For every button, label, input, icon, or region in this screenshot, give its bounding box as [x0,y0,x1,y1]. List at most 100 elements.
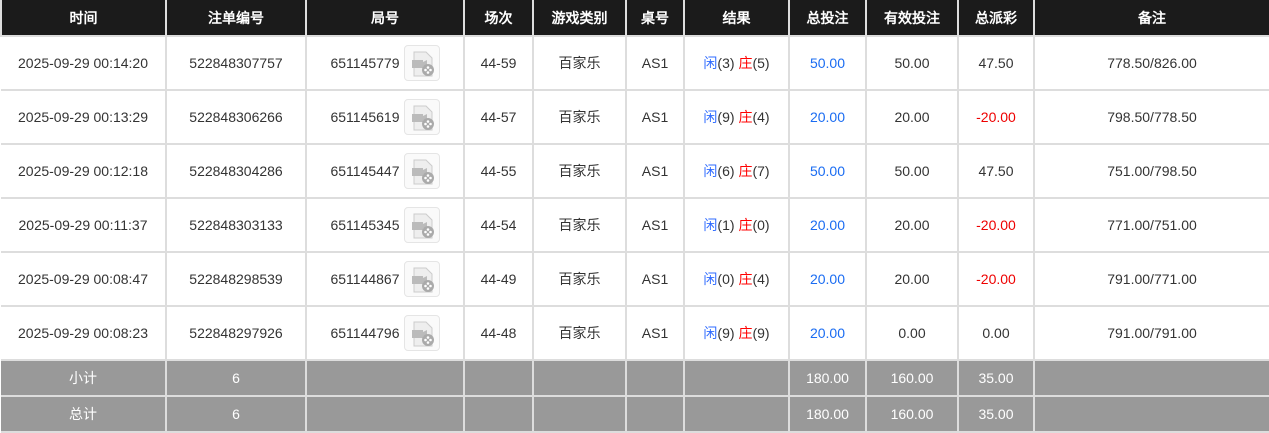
empty-cell [463,359,534,397]
result-cell: 闲(0) 庄(4) [683,251,790,307]
total-bet-cell: 50.00 [788,35,867,91]
result-cell: 闲(6) 庄(7) [683,143,790,199]
total-count: 6 [165,395,307,433]
empty-cell [305,359,465,397]
round-number: 651145619 [330,109,400,125]
table-header: 时间 注单编号 局号 场次 游戏类别 桌号 结果 总投注 有效投注 总派彩 备注 [0,0,1269,36]
total-bet-cell: 20.00 [788,251,867,307]
table-no-cell: AS1 [625,89,685,145]
payout-cell: 0.00 [957,305,1035,361]
note-cell: 778.50/826.00 [1033,35,1269,91]
round-cell: 651145619 [305,89,465,145]
total-bet-cell: 20.00 [788,197,867,253]
table-row: 2025-09-29 00:08:23 522848297926 6511447… [1,305,1269,361]
round-cell: 651145345 [305,197,465,253]
empty-cell [463,395,534,433]
banker-label: 庄 [738,325,753,341]
valid-bet-cell: 0.00 [865,305,959,361]
table-no-cell: AS1 [625,251,685,307]
empty-cell [532,395,627,433]
payout-cell: 47.50 [957,143,1035,199]
table-no-cell: AS1 [625,143,685,199]
subtotal-total-bet: 180.00 [788,359,867,397]
empty-cell [625,395,685,433]
player-label: 闲 [703,109,718,125]
video-replay-icon[interactable] [403,315,440,351]
payout-cell: -20.00 [957,251,1035,307]
time-cell: 2025-09-29 00:08:23 [1,305,167,361]
header-table-no: 桌号 [625,0,685,36]
banker-label: 庄 [738,271,753,287]
empty-cell [625,359,685,397]
video-replay-icon[interactable] [403,99,440,135]
table-row: 2025-09-29 00:14:20 522848307757 6511457… [1,35,1269,91]
header-payout: 总派彩 [957,0,1035,36]
game-type-cell: 百家乐 [532,251,627,307]
result-cell: 闲(1) 庄(0) [683,197,790,253]
header-total-bet: 总投注 [788,0,867,36]
note-cell: 791.00/771.00 [1033,251,1269,307]
total-bet-cell: 20.00 [788,89,867,145]
round-cell: 651144867 [305,251,465,307]
header-game-type: 游戏类别 [532,0,627,36]
valid-bet-cell: 50.00 [865,143,959,199]
session-cell: 44-59 [463,35,534,91]
total-total-bet: 180.00 [788,395,867,433]
empty-cell [683,395,790,433]
total-row: 总计 6 180.00 160.00 35.00 [1,395,1269,433]
subtotal-row: 小计 6 180.00 160.00 35.00 [1,359,1269,397]
round-number: 651145345 [330,217,400,233]
round-number: 651144796 [330,325,400,341]
header-round: 局号 [305,0,465,36]
round-number: 651144867 [330,271,400,287]
banker-label: 庄 [738,55,753,71]
banker-score: (4) [752,109,770,125]
header-time: 时间 [0,0,167,36]
banker-score: (4) [752,271,770,287]
valid-bet-cell: 20.00 [865,89,959,145]
bet-id-cell: 522848297926 [165,305,307,361]
note-cell: 791.00/791.00 [1033,305,1269,361]
banker-label: 庄 [738,217,753,233]
session-cell: 44-48 [463,305,534,361]
note-cell: 798.50/778.50 [1033,89,1269,145]
video-replay-icon[interactable] [403,207,440,243]
result-cell: 闲(3) 庄(5) [683,35,790,91]
session-cell: 44-57 [463,89,534,145]
banker-score: (7) [752,163,770,179]
total-payout: 35.00 [957,395,1035,433]
empty-cell [1033,395,1269,433]
game-type-cell: 百家乐 [532,197,627,253]
player-score: (9) [717,325,735,341]
table-no-cell: AS1 [625,197,685,253]
time-cell: 2025-09-29 00:14:20 [1,35,167,91]
round-cell: 651145447 [305,143,465,199]
table-row: 2025-09-29 00:11:37 522848303133 6511453… [1,197,1269,253]
video-replay-icon[interactable] [403,261,440,297]
empty-cell [305,395,465,433]
bet-id-cell: 522848304286 [165,143,307,199]
banker-label: 庄 [738,109,753,125]
player-label: 闲 [703,163,718,179]
game-type-cell: 百家乐 [532,89,627,145]
player-score: (6) [717,163,735,179]
header-bet-id: 注单编号 [165,0,307,36]
total-bet-cell: 50.00 [788,143,867,199]
session-cell: 44-49 [463,251,534,307]
payout-cell: -20.00 [957,89,1035,145]
banker-score: (5) [752,55,770,71]
time-cell: 2025-09-29 00:11:37 [1,197,167,253]
round-number: 651145779 [330,55,400,71]
empty-cell [683,359,790,397]
player-label: 闲 [703,217,718,233]
round-number: 651145447 [330,163,400,179]
player-label: 闲 [703,271,718,287]
player-score: (3) [717,55,735,71]
subtotal-label: 小计 [1,359,167,397]
total-label: 总计 [1,395,167,433]
valid-bet-cell: 20.00 [865,251,959,307]
payout-cell: 47.50 [957,35,1035,91]
video-replay-icon[interactable] [403,153,440,189]
note-cell: 751.00/798.50 [1033,143,1269,199]
video-replay-icon[interactable] [403,45,440,81]
